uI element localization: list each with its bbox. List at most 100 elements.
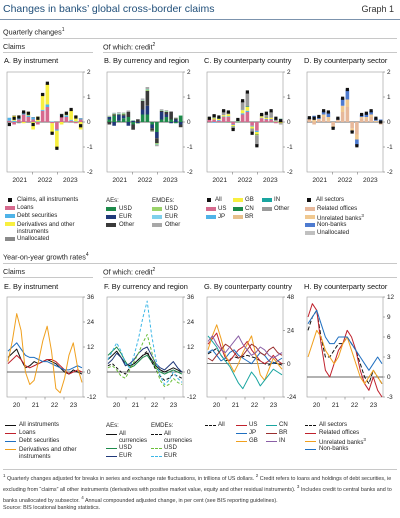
footnote-2: Credit refers to loans and holdings of d… [3,475,392,493]
graph-title: Changes in banks’ global cross-border cl… [3,3,215,15]
legend-d-swatch-unrelated [305,215,315,219]
bar-segment [340,98,345,106]
bar-marker [331,126,335,130]
bar-segment [145,105,150,115]
x-tick-label: 2023 [63,177,78,184]
x-tick-label: 2022 [38,177,53,184]
footnote-rule [3,469,397,470]
bar-segment [55,130,59,149]
bar-segment [240,114,245,122]
bar-segment [12,120,16,122]
legend-c-marker [207,198,211,202]
legend-f-line-emdes-eur [151,456,162,457]
source-note: Source: BIS locational banking statistic… [3,505,101,511]
legend-c-jp: JP [218,213,226,220]
legend-f-aes-eur: EUR [119,452,132,459]
bar-segment [140,109,145,115]
bar-segment [364,119,369,122]
bar-segment [217,118,221,120]
bar-segment [78,119,83,122]
bar-segment [64,115,69,117]
bar-marker [307,116,311,120]
x-tick-label: 2021 [112,177,127,184]
bar-segment [131,122,135,125]
bar-segment [264,119,269,122]
bar-segment [212,118,216,120]
legend-b-swatch-aes-usd [106,207,116,211]
bar-marker [326,110,330,114]
legend-c-swatch-in [262,198,272,202]
y-tick-label: 12 [387,294,395,301]
claims-label-top: Claims [3,42,25,51]
series-line [207,335,283,359]
legend-a-swatch-unallocated [5,237,15,241]
bar-segment [50,123,54,134]
bar-segment [312,122,316,125]
bar-segment [231,124,235,125]
bar-segment [326,112,331,117]
legend-b-swatch-emdes-other [152,223,162,227]
bar-segment [350,128,354,131]
legend-c-gb: GB [245,196,254,203]
section-label-quarterly: Quarterly changes1 [3,27,65,37]
bar-segment [269,111,273,118]
bar-segment [159,112,164,120]
x-tick-label: 23 [170,402,178,409]
legend-b-swatch-emdes-usd [152,207,162,211]
bar-segment [345,89,350,100]
bar-segment [307,119,312,122]
bar-marker [69,107,73,112]
legend-d-related: Related offices [317,205,358,212]
legend-d-swatch-unallocated [305,231,315,235]
legend-g-br: BR [279,429,288,436]
bar-segment [236,120,240,122]
series-line [107,350,183,381]
bar-segment [45,107,50,122]
bar-segment [40,110,45,122]
bar-segment [59,113,64,115]
bar-marker [350,130,354,134]
y-tick-label: 2 [287,69,291,76]
bar-marker [41,92,45,97]
bar-segment [217,120,221,121]
bar-segment [7,120,12,122]
bar-segment [136,119,140,120]
bar-segment [69,119,73,121]
panel-b-chart: -2 -1 0 1 2 2021 2022 2023 [106,69,193,184]
bar-segment [107,122,112,125]
y-tick-label: 2 [187,69,191,76]
legend-h-line-unrelated [305,441,316,442]
bar-segment [321,117,326,122]
bar-segment [36,122,40,125]
bar-segment [269,119,273,122]
bar-marker [355,144,359,148]
bar-segment [140,114,145,122]
x-tick-label: 21 [32,402,40,409]
legend-g-jp: JP [249,429,257,436]
claims-label-bottom: Claims [3,267,25,276]
bar-segment [159,119,164,122]
bar-marker [64,111,68,115]
bar-segment [340,105,345,112]
series-line [7,354,83,375]
bar-segment [131,120,135,122]
bar-segment [317,119,321,122]
bar-segment [121,112,126,113]
legend-d-unallocated: Unallocated [317,229,350,236]
legend-b-emdes-other: Other [165,221,181,228]
legend-c-other: Other [274,205,290,212]
bar-marker [341,96,345,100]
bar-segment [226,114,231,117]
bar-marker [245,90,249,94]
bar-segment [321,110,326,115]
legend-c-all: All [215,196,222,203]
bar-segment [255,135,259,146]
bar-segment [136,119,140,122]
bar-segment [250,125,254,127]
bar-segment [155,144,159,145]
bar-segment [126,112,131,117]
bar-segment [212,117,216,119]
bar-marker [374,116,378,120]
bar-segment [236,121,240,122]
panel-c-title: C. By counterparty country [204,56,292,65]
